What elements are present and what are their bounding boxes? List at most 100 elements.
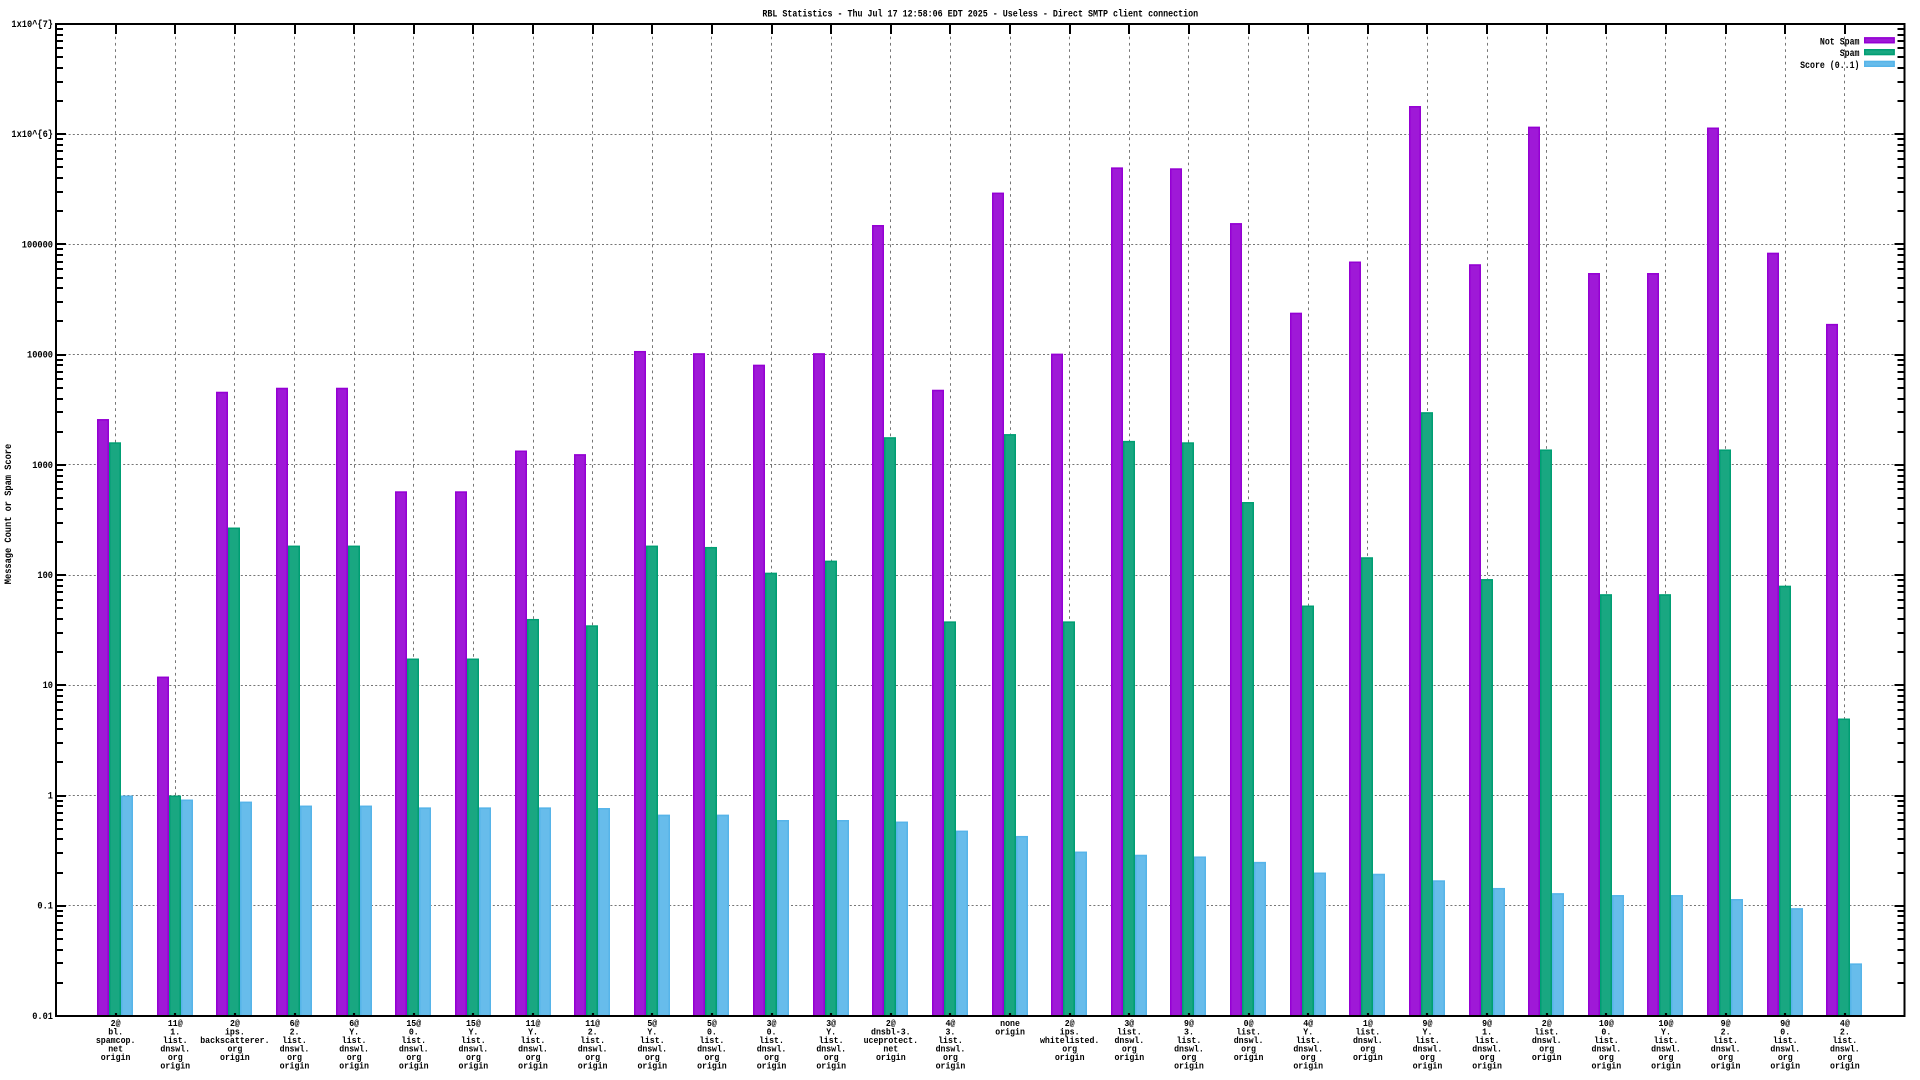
svg-text:0.: 0.: [1601, 1027, 1611, 1038]
svg-text:net: net: [883, 1043, 898, 1054]
svg-text:ips.: ips.: [1060, 1027, 1080, 1038]
svg-text:list.: list.: [1177, 1035, 1202, 1046]
svg-text:3@: 3@: [1124, 1018, 1134, 1029]
svg-text:origin: origin: [518, 1060, 548, 1071]
svg-text:2@: 2@: [886, 1018, 896, 1029]
svg-text:2@: 2@: [111, 1018, 121, 1029]
svg-text:1000: 1000: [32, 461, 53, 472]
svg-text:dnswl.: dnswl.: [757, 1043, 787, 1054]
svg-text:Y.: Y.: [1303, 1027, 1313, 1038]
svg-text:origin: origin: [339, 1060, 369, 1071]
svg-text:list.: list.: [461, 1035, 486, 1046]
svg-text:dnswl.: dnswl.: [1413, 1043, 1443, 1054]
svg-text:Spam: Spam: [1840, 49, 1860, 60]
svg-text:11@: 11@: [585, 1018, 600, 1029]
svg-text:org: org: [585, 1052, 600, 1063]
svg-text:Score (0..1): Score (0..1): [1800, 60, 1859, 72]
svg-text:list.: list.: [1236, 1027, 1261, 1038]
svg-text:origin: origin: [399, 1060, 429, 1071]
svg-text:spamcop.: spamcop.: [96, 1035, 136, 1046]
svg-text:origin: origin: [1711, 1060, 1741, 1071]
svg-text:list.: list.: [163, 1035, 188, 1046]
svg-text:3.: 3.: [945, 1027, 955, 1038]
svg-text:org: org: [466, 1052, 481, 1063]
svg-text:origin: origin: [1830, 1060, 1860, 1071]
svg-text:org: org: [704, 1052, 719, 1063]
svg-text:list.: list.: [700, 1035, 725, 1046]
svg-text:list.: list.: [1773, 1035, 1798, 1046]
svg-text:dnswl.: dnswl.: [1711, 1043, 1741, 1054]
svg-text:9@: 9@: [1721, 1018, 1731, 1029]
svg-text:origin: origin: [1055, 1052, 1085, 1063]
svg-text:Y.: Y.: [1423, 1027, 1433, 1038]
svg-text:2.: 2.: [1840, 1027, 1850, 1038]
svg-text:origin: origin: [757, 1060, 787, 1071]
svg-text:list.: list.: [938, 1035, 963, 1046]
svg-text:origin: origin: [1174, 1060, 1204, 1071]
svg-text:list.: list.: [342, 1035, 367, 1046]
svg-text:org: org: [1182, 1052, 1197, 1063]
svg-text:list.: list.: [1475, 1035, 1500, 1046]
svg-text:dnswl.: dnswl.: [1353, 1035, 1383, 1046]
svg-text:org: org: [1718, 1052, 1733, 1063]
svg-text:Y.: Y.: [468, 1027, 478, 1038]
svg-text:dnswl.: dnswl.: [339, 1043, 369, 1054]
svg-text:list.: list.: [759, 1035, 784, 1046]
svg-text:list.: list.: [1355, 1027, 1380, 1038]
svg-text:list.: list.: [1713, 1035, 1738, 1046]
svg-text:1x10^{7}: 1x10^{7}: [11, 19, 53, 31]
svg-text:origin: origin: [1234, 1052, 1264, 1063]
svg-text:10@: 10@: [1659, 1018, 1674, 1029]
svg-text:origin: origin: [1353, 1052, 1383, 1063]
svg-text:dnswl.: dnswl.: [459, 1043, 489, 1054]
svg-text:list.: list.: [1594, 1035, 1619, 1046]
svg-text:9@: 9@: [1423, 1018, 1433, 1029]
svg-text:list.: list.: [521, 1035, 546, 1046]
svg-text:dnswl.: dnswl.: [637, 1043, 667, 1054]
svg-text:org: org: [645, 1052, 660, 1063]
svg-text:origin: origin: [637, 1060, 667, 1071]
svg-text:list.: list.: [282, 1035, 307, 1046]
svg-text:origin: origin: [1770, 1060, 1800, 1071]
svg-text:org: org: [1659, 1052, 1674, 1063]
svg-text:origin: origin: [1293, 1060, 1323, 1071]
svg-text:dnswl.: dnswl.: [1234, 1035, 1264, 1046]
svg-text:origin: origin: [1651, 1060, 1681, 1071]
svg-text:list.: list.: [1534, 1027, 1559, 1038]
svg-text:dnswl.: dnswl.: [399, 1043, 429, 1054]
svg-text:net: net: [108, 1043, 123, 1054]
svg-text:origin: origin: [1114, 1052, 1144, 1063]
svg-text:0.: 0.: [707, 1027, 717, 1038]
svg-text:0.1: 0.1: [37, 902, 53, 913]
svg-text:origin: origin: [459, 1060, 489, 1071]
svg-text:10: 10: [43, 681, 53, 692]
svg-text:dnswl.: dnswl.: [160, 1043, 190, 1054]
svg-text:10@: 10@: [1599, 1018, 1614, 1029]
svg-text:org: org: [168, 1052, 183, 1063]
svg-text:4@: 4@: [1840, 1018, 1850, 1029]
svg-text:org: org: [943, 1052, 958, 1063]
svg-text:org: org: [227, 1043, 242, 1054]
svg-text:dnswl.: dnswl.: [1770, 1043, 1800, 1054]
svg-text:origin: origin: [936, 1060, 966, 1071]
svg-text:9@: 9@: [1780, 1018, 1790, 1029]
svg-text:org: org: [1420, 1052, 1435, 1063]
svg-text:list.: list.: [580, 1035, 605, 1046]
svg-text:1: 1: [48, 791, 53, 802]
svg-text:origin: origin: [995, 1027, 1025, 1038]
svg-text:RBL Statistics - Thu Jul 17 12: RBL Statistics - Thu Jul 17 12:58:06 EDT…: [762, 8, 1198, 20]
svg-text:origin: origin: [876, 1052, 906, 1063]
svg-text:dnswl.: dnswl.: [1174, 1043, 1204, 1054]
svg-text:Y.: Y.: [349, 1027, 359, 1038]
svg-text:10000: 10000: [27, 351, 53, 362]
svg-text:dnswl.: dnswl.: [816, 1043, 846, 1054]
svg-text:dnswl.: dnswl.: [518, 1043, 548, 1054]
svg-text:org: org: [764, 1052, 779, 1063]
svg-text:list.: list.: [819, 1035, 844, 1046]
svg-text:origin: origin: [1532, 1052, 1562, 1063]
svg-text:org: org: [1778, 1052, 1793, 1063]
svg-text:2@: 2@: [1542, 1018, 1552, 1029]
svg-text:15@: 15@: [466, 1018, 481, 1029]
svg-text:dnswl.: dnswl.: [697, 1043, 727, 1054]
svg-text:Y.: Y.: [826, 1027, 836, 1038]
